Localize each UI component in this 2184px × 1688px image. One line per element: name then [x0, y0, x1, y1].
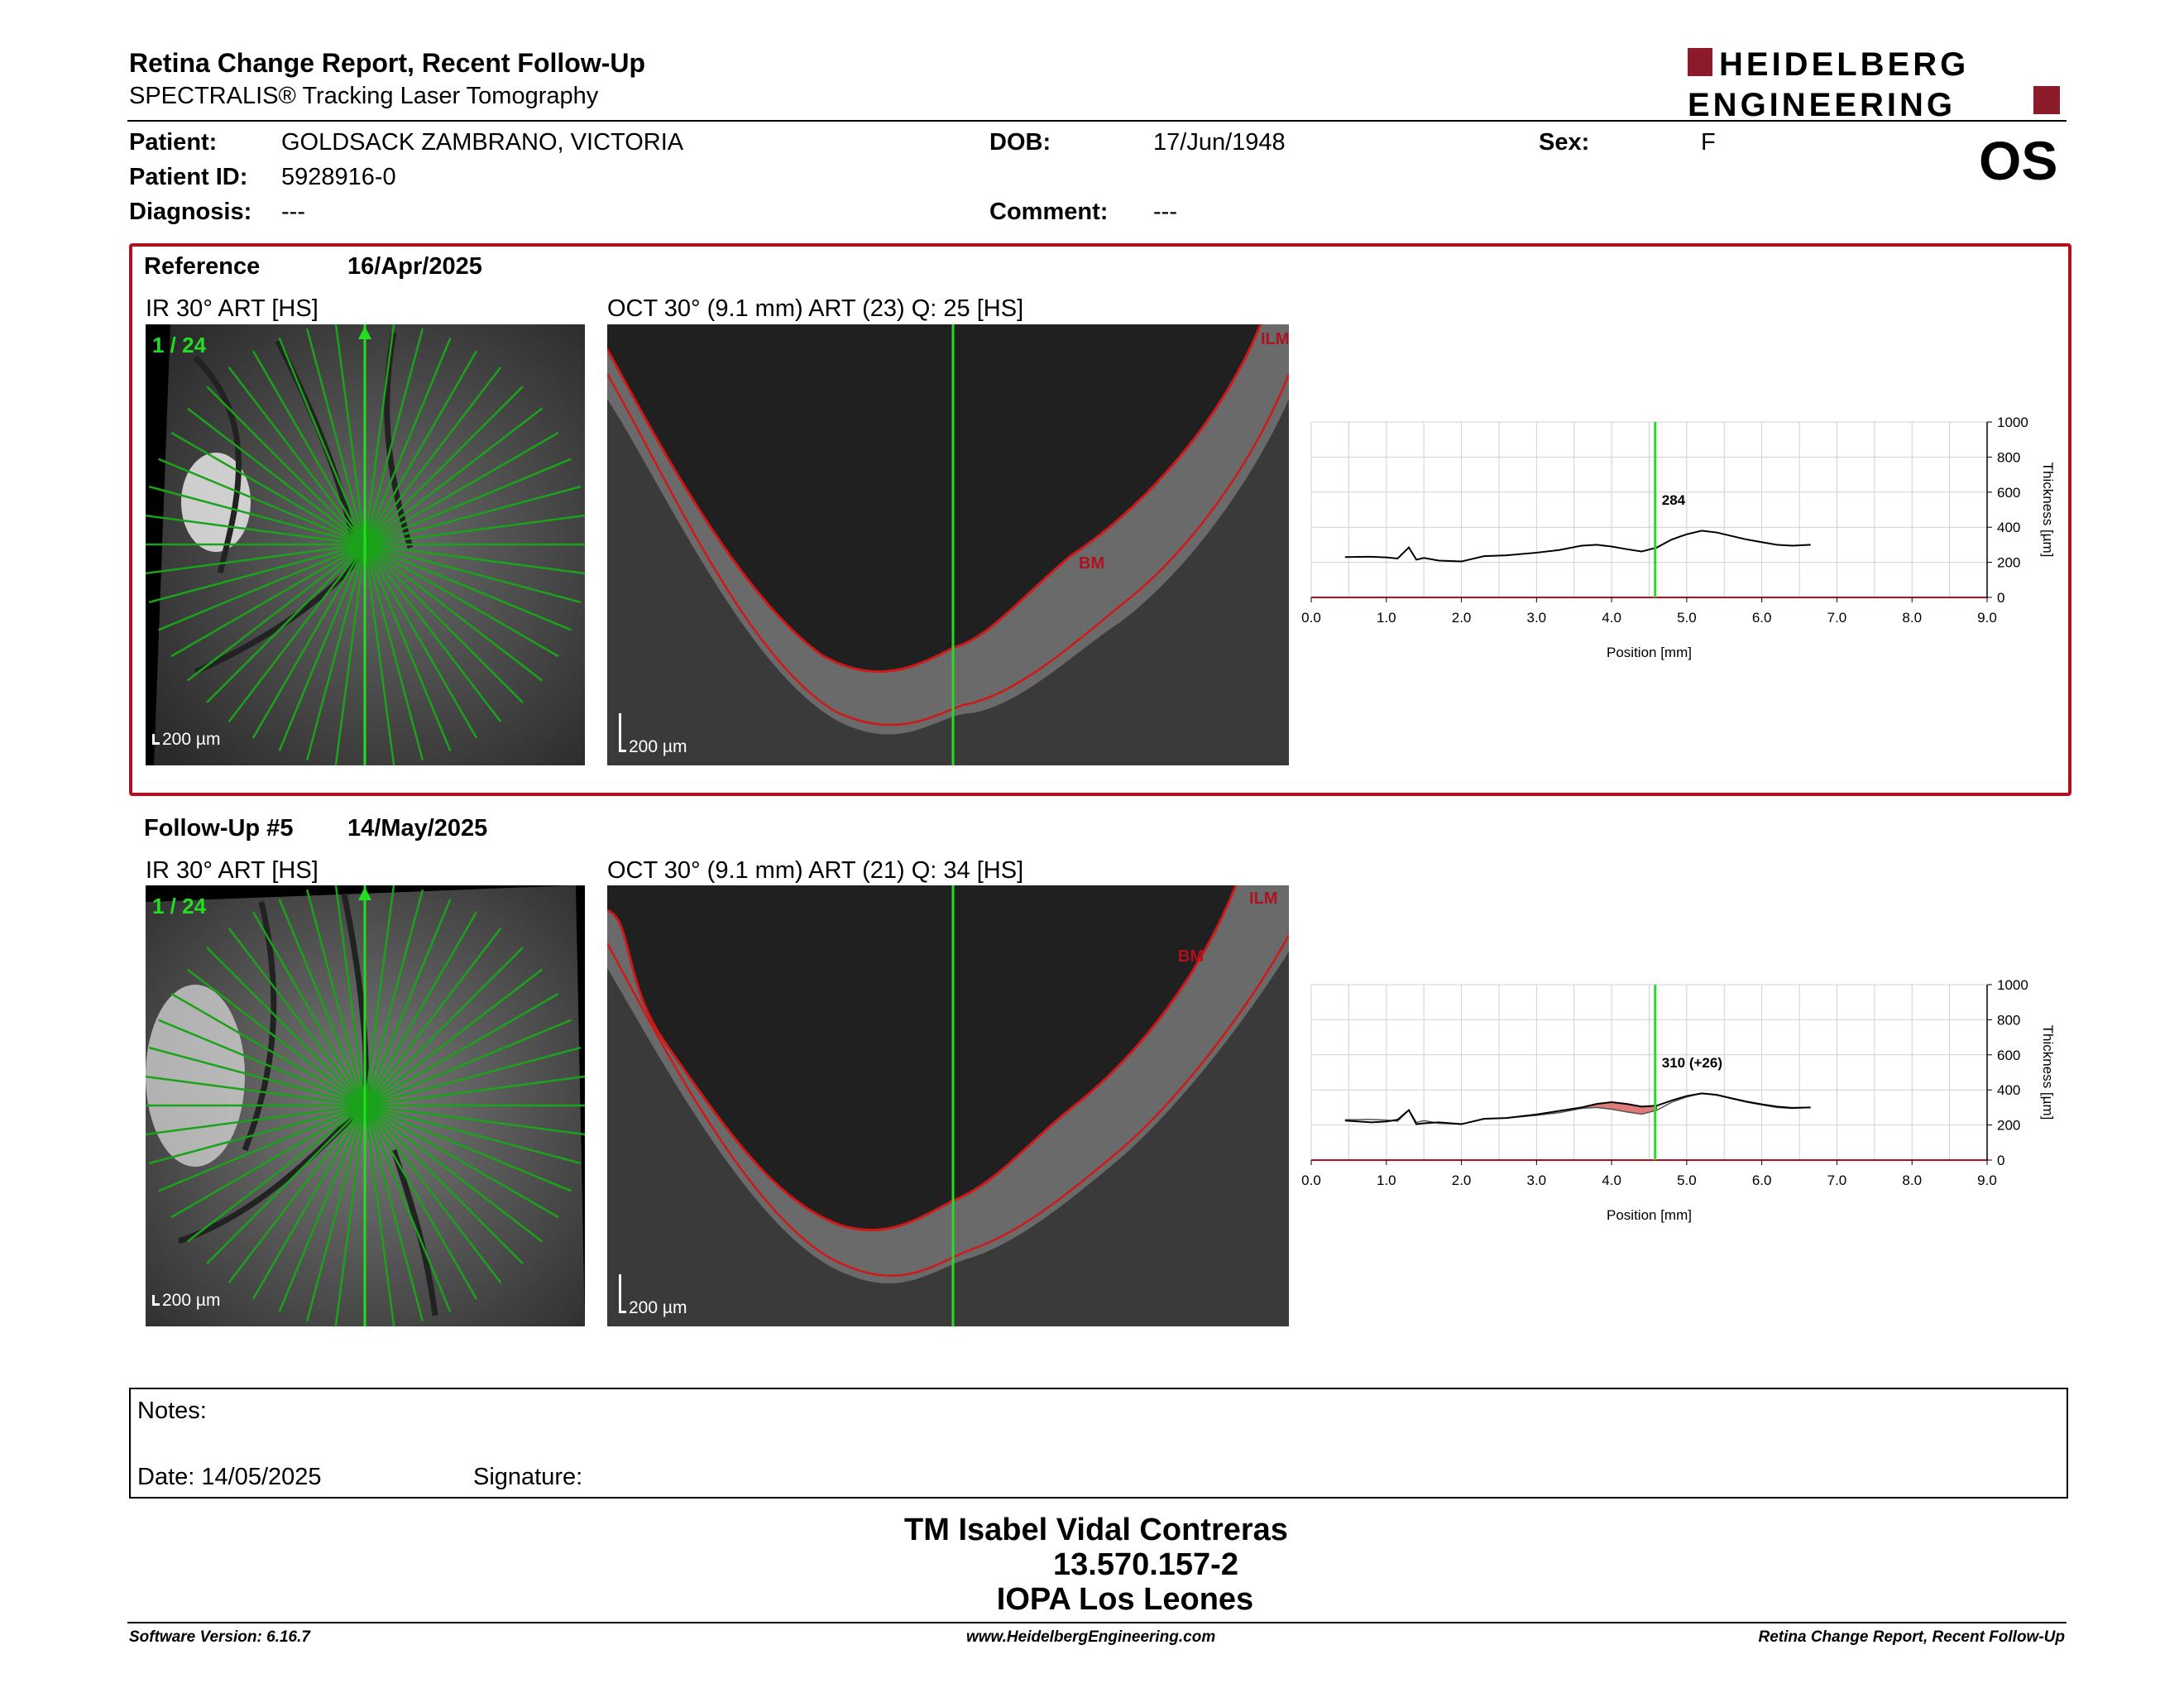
y-axis-label: Thickness [µm] [2040, 463, 2056, 558]
x-tick-label: 5.0 [1677, 1172, 1697, 1188]
reference-ir-counter: 1 / 24 [152, 333, 207, 357]
reference-ir-scalebar: 200 µm [152, 730, 220, 750]
x-tick-label: 2.0 [1452, 610, 1472, 626]
reference-bm-line [607, 373, 1289, 727]
eye-label: OS [1979, 130, 2058, 191]
footer-url[interactable]: www.HeidelbergEngineering.com [966, 1628, 1216, 1646]
x-tick-label: 3.0 [1527, 1172, 1547, 1188]
comment-label: Comment: [989, 199, 1109, 225]
sex-value: F [1701, 129, 1716, 156]
report-title: Retina Change Report, Recent Follow-Up [129, 48, 646, 78]
x-tick-label: 3.0 [1527, 610, 1547, 626]
x-tick-label: 4.0 [1602, 1172, 1621, 1188]
x-tick-label: 9.0 [1977, 1172, 1997, 1188]
sex-label: Sex: [1539, 129, 1590, 156]
followup-oct-title: OCT 30° (9.1 mm) ART (21) Q: 34 [HS] [607, 857, 1024, 884]
reference-ir-title: IR 30° ART [HS] [146, 295, 318, 322]
reference-bm-tag: BM [1079, 554, 1104, 573]
notes-box: Notes: Date: 14/05/2025 Signature: [129, 1388, 2068, 1499]
followup-oct-scalebar: 200 µm [619, 1274, 687, 1318]
diagnosis-label: Diagnosis: [129, 199, 252, 225]
followup-ilm-tag: ILM [1249, 890, 1277, 908]
x-tick-label: 1.0 [1377, 1172, 1396, 1188]
y-tick-label: 400 [1997, 1082, 2020, 1098]
signatory-rut: 13.570.157-2 [1053, 1547, 1238, 1582]
notes-date: Date: 14/05/2025 [137, 1464, 322, 1490]
followup-thickness-chart: 0.0 1.0 2.0 3.0 4.0 5.0 6.0 7.0 8.0 9.0 0 200 400 600… [1299, 976, 2076, 1241]
patient-id-label: Patient ID: [129, 164, 248, 190]
followup-bm-line [607, 934, 1289, 1278]
y-tick-label: 200 [1997, 555, 2020, 571]
followup-oct-image: ILM BM 200 µm [607, 885, 1289, 1326]
x-tick-label: 0.0 [1301, 610, 1321, 626]
logo-square-bottom [2033, 86, 2060, 114]
x-tick-label: 2.0 [1452, 1172, 1472, 1188]
footer-software: Software Version: 6.16.7 [129, 1628, 310, 1646]
x-tick-label: 4.0 [1602, 610, 1621, 626]
x-tick-label: 0.0 [1301, 1172, 1321, 1188]
x-tick-label: 7.0 [1827, 1172, 1847, 1188]
dob-label: DOB: [989, 129, 1051, 156]
followup-date: 14/May/2025 [347, 815, 488, 842]
followup-ilm-line [607, 885, 1238, 1232]
x-axis-label: Position [mm] [1607, 1207, 1692, 1223]
x-tick-label: 8.0 [1902, 610, 1922, 626]
x-tick-label: 8.0 [1902, 1172, 1922, 1188]
x-tick-label: 1.0 [1377, 610, 1396, 626]
diagnosis-value: --- [281, 199, 305, 225]
patient-name: GOLDSACK ZAMBRANO, VICTORIA [281, 129, 684, 156]
reference-box [129, 243, 2071, 796]
signature-label: Signature: [473, 1464, 583, 1490]
y-tick-label: 0 [1997, 590, 2004, 606]
y-tick-label: 1000 [1997, 415, 2028, 430]
followup-label: Follow-Up #5 [144, 815, 294, 842]
logo-line2: ENGINEERING [1688, 87, 1956, 119]
marker-label: 284 [1662, 492, 1686, 508]
reference-ilm-tag: ILM [1261, 330, 1289, 348]
y-tick-label: 800 [1997, 1012, 2020, 1028]
reference-date: 16/Apr/2025 [347, 253, 482, 280]
reference-oct-scalebar: 200 µm [619, 713, 687, 757]
logo-line1: HEIDELBERG [1719, 46, 1969, 83]
y-tick-label: 400 [1997, 520, 2020, 535]
y-tick-label: 1000 [1997, 977, 2028, 993]
patient-id: 5928916-0 [281, 164, 396, 190]
x-tick-label: 7.0 [1827, 610, 1847, 626]
y-tick-label: 0 [1997, 1153, 2004, 1168]
followup-ir-counter: 1 / 24 [152, 894, 207, 918]
reference-ir-image: 1 / 24 200 µm [146, 324, 585, 765]
x-tick-label: 5.0 [1677, 610, 1697, 626]
report-subtitle: SPECTRALIS® Tracking Laser Tomography [129, 83, 599, 109]
footer-report: Retina Change Report, Recent Follow-Up [1758, 1628, 2065, 1646]
y-tick-label: 200 [1997, 1118, 2020, 1134]
logo-square-top [1688, 48, 1712, 76]
scan-direction-arrow [358, 326, 371, 339]
marker-label: 310 (+26) [1662, 1055, 1722, 1071]
x-tick-label: 9.0 [1977, 610, 1997, 626]
x-axis-label: Position [mm] [1607, 645, 1692, 660]
y-axis-label: Thickness [µm] [2040, 1025, 2056, 1120]
brand-logo: HEIDELBERG ENGINEERING [1686, 45, 2067, 123]
y-tick-label: 600 [1997, 1048, 2020, 1063]
patient-name-label: Patient: [129, 129, 218, 156]
reference-oct-image: ILM BM 200 µm [607, 324, 1289, 765]
reference-label: Reference [144, 253, 261, 280]
x-tick-label: 6.0 [1752, 1172, 1772, 1188]
series-line [1344, 530, 1811, 563]
x-tick-label: 6.0 [1752, 610, 1772, 626]
followup-ir-title: IR 30° ART [HS] [146, 857, 318, 884]
followup-ir-image: 1 / 24 200 µm [146, 885, 585, 1326]
signatory-org: IOPA Los Leones [996, 1582, 1254, 1617]
reference-ilm-line [607, 324, 1262, 674]
y-tick-label: 600 [1997, 485, 2020, 501]
dob-value: 17/Jun/1948 [1153, 129, 1286, 156]
notes-label: Notes: [137, 1398, 207, 1424]
comment-value: --- [1153, 199, 1177, 225]
y-tick-label: 800 [1997, 449, 2020, 465]
followup-ir-scalebar: 200 µm [152, 1291, 220, 1311]
followup-bm-tag: BM [1178, 947, 1204, 966]
signatory-name: TM Isabel Vidal Contreras [904, 1513, 1288, 1547]
reference-oct-title: OCT 30° (9.1 mm) ART (23) Q: 25 [HS] [607, 295, 1024, 322]
reference-thickness-chart: 0.0 1.0 2.0 3.0 4.0 5.0 6.0 7.0 8.0 9.0 0 200 400 600… [1299, 414, 2076, 679]
